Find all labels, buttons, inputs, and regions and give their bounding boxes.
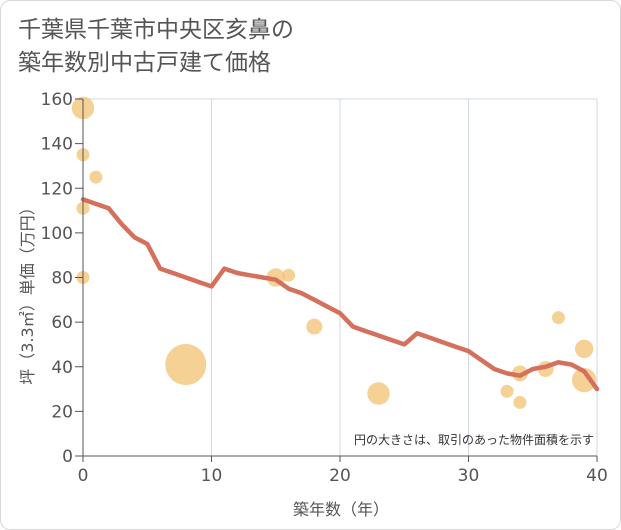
scatter-point bbox=[571, 367, 597, 393]
y-tick-label: 160 bbox=[41, 90, 73, 110]
scatter-point bbox=[89, 170, 103, 184]
scatter-point bbox=[551, 311, 565, 325]
y-axis-title: 坪（3.3㎡）単価（万円） bbox=[18, 199, 37, 384]
bubble-series bbox=[71, 96, 597, 409]
y-tick-label: 120 bbox=[41, 179, 73, 199]
scatter-point bbox=[574, 339, 594, 359]
y-tick-label: 60 bbox=[51, 313, 73, 333]
scatter-point bbox=[500, 384, 514, 398]
chart-title-line1: 千葉県千葉市中央区亥鼻の bbox=[18, 17, 294, 43]
y-tick-label: 80 bbox=[51, 269, 73, 289]
axes: 0 20 40 60 80 100 120 140 160 0 10 20 30 40 bbox=[41, 90, 608, 486]
x-tick-label: 20 bbox=[329, 466, 351, 486]
chart-title: 千葉県千葉市中央区亥鼻の 築年数別中古戸建て価格 bbox=[18, 14, 578, 80]
x-tick-label: 0 bbox=[78, 466, 89, 486]
trend-line bbox=[80, 197, 600, 392]
scatter-point bbox=[306, 318, 323, 335]
y-tick-label: 40 bbox=[51, 358, 73, 378]
y-tick-label: 100 bbox=[41, 224, 73, 244]
chart-title-line2: 築年数別中古戸建て価格 bbox=[18, 50, 271, 76]
x-tick-label: 10 bbox=[201, 466, 223, 486]
scatter-point bbox=[513, 395, 527, 409]
y-tick-label: 0 bbox=[62, 447, 73, 467]
trend-line-series bbox=[80, 197, 600, 392]
y-tick-label: 140 bbox=[41, 135, 73, 155]
scatter-point bbox=[282, 268, 296, 282]
x-tick-label: 40 bbox=[586, 466, 608, 486]
x-tick-label: 30 bbox=[458, 466, 480, 486]
y-tick-label: 20 bbox=[51, 402, 73, 422]
x-axis-title: 築年数（年） bbox=[293, 500, 389, 519]
scatter-point bbox=[165, 343, 207, 386]
bubble-size-note: 円の大きさは、取引のあった物件面積を示す bbox=[354, 432, 594, 447]
scatter-point bbox=[367, 382, 390, 405]
